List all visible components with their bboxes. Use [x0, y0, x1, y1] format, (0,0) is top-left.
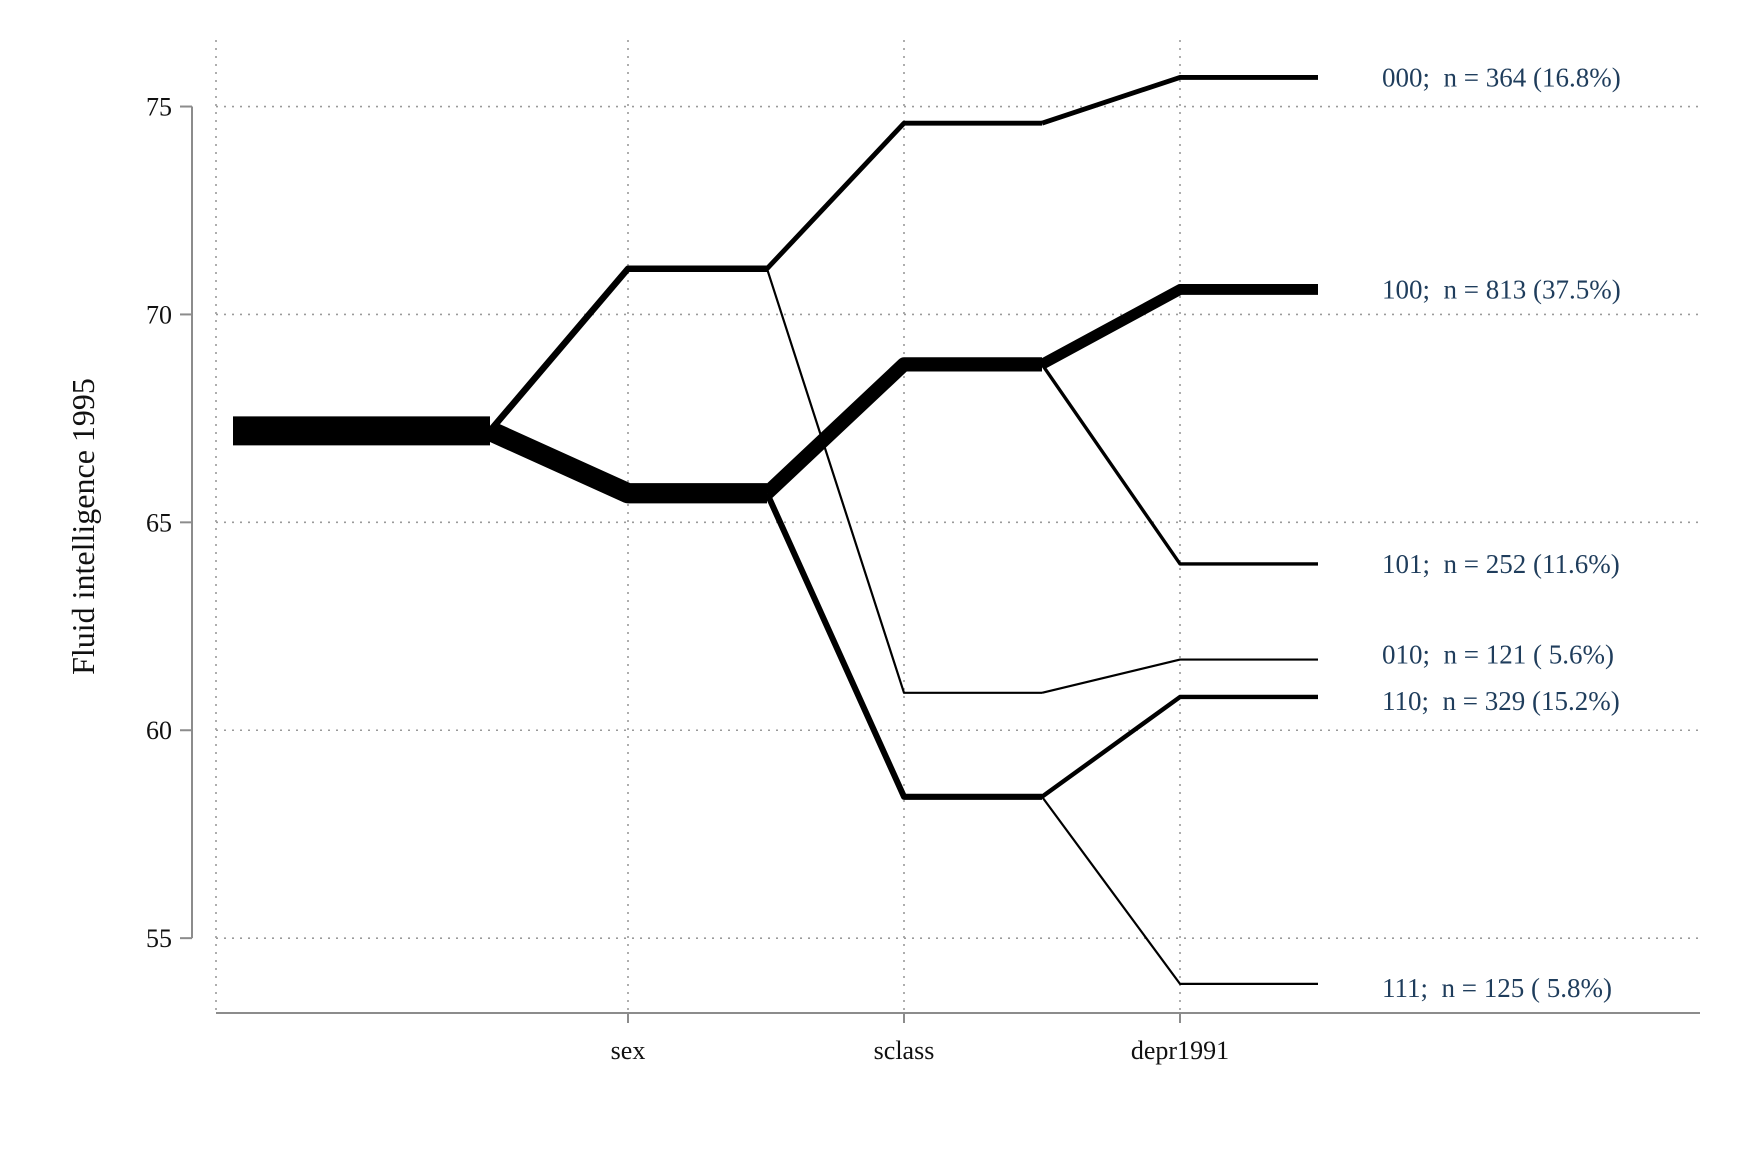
x-category-labels: sex sclass depr1991 [611, 1013, 1229, 1065]
end-label-110: 110; n = 329 (15.2%) [1382, 686, 1620, 716]
branch-segment-0 [487, 265, 767, 433]
branch-segment-111 [1041, 796, 1318, 985]
x-category-label: depr1991 [1131, 1036, 1229, 1065]
end-label-101: 101; n = 252 (11.6%) [1382, 549, 1620, 579]
branch-segment-1 [485, 421, 767, 504]
branch-segment-00 [765, 120, 1042, 271]
y-ticks: 55 60 65 70 75 [146, 93, 192, 953]
end-label-111: 111; n = 125 ( 5.8%) [1382, 973, 1612, 1003]
tree-segments [233, 74, 1318, 985]
end-label-010: 010; n = 121 ( 5.6%) [1382, 640, 1614, 670]
branch-segment-101 [1040, 363, 1318, 566]
end-label-000: 000; n = 364 (16.8%) [1382, 62, 1621, 92]
branch-segment-100 [1039, 284, 1318, 370]
branch-segment-110 [1040, 694, 1318, 799]
branch-segment-000 [1041, 74, 1318, 126]
branch-segment-01 [765, 268, 1042, 694]
end-label-100: 100; n = 813 (37.5%) [1382, 274, 1621, 304]
y-tick-label: 70 [146, 300, 172, 329]
end-labels: 000; n = 364 (16.8%) 100; n = 813 (37.5%)… [1382, 62, 1621, 1002]
y-tick-label: 75 [146, 93, 172, 122]
branch-segment-11 [764, 491, 1042, 800]
grid [215, 40, 1700, 1013]
y-tick-label: 65 [146, 508, 172, 537]
x-category-label: sex [611, 1036, 646, 1065]
y-axis-label: Fluid intelligence 1995 [65, 378, 101, 675]
branch-segment-010 [1041, 658, 1318, 694]
y-tick-label: 55 [146, 924, 172, 953]
x-category-label: sclass [874, 1036, 935, 1065]
y-tick-label: 60 [146, 716, 172, 745]
branch-segment-10 [762, 357, 1042, 499]
